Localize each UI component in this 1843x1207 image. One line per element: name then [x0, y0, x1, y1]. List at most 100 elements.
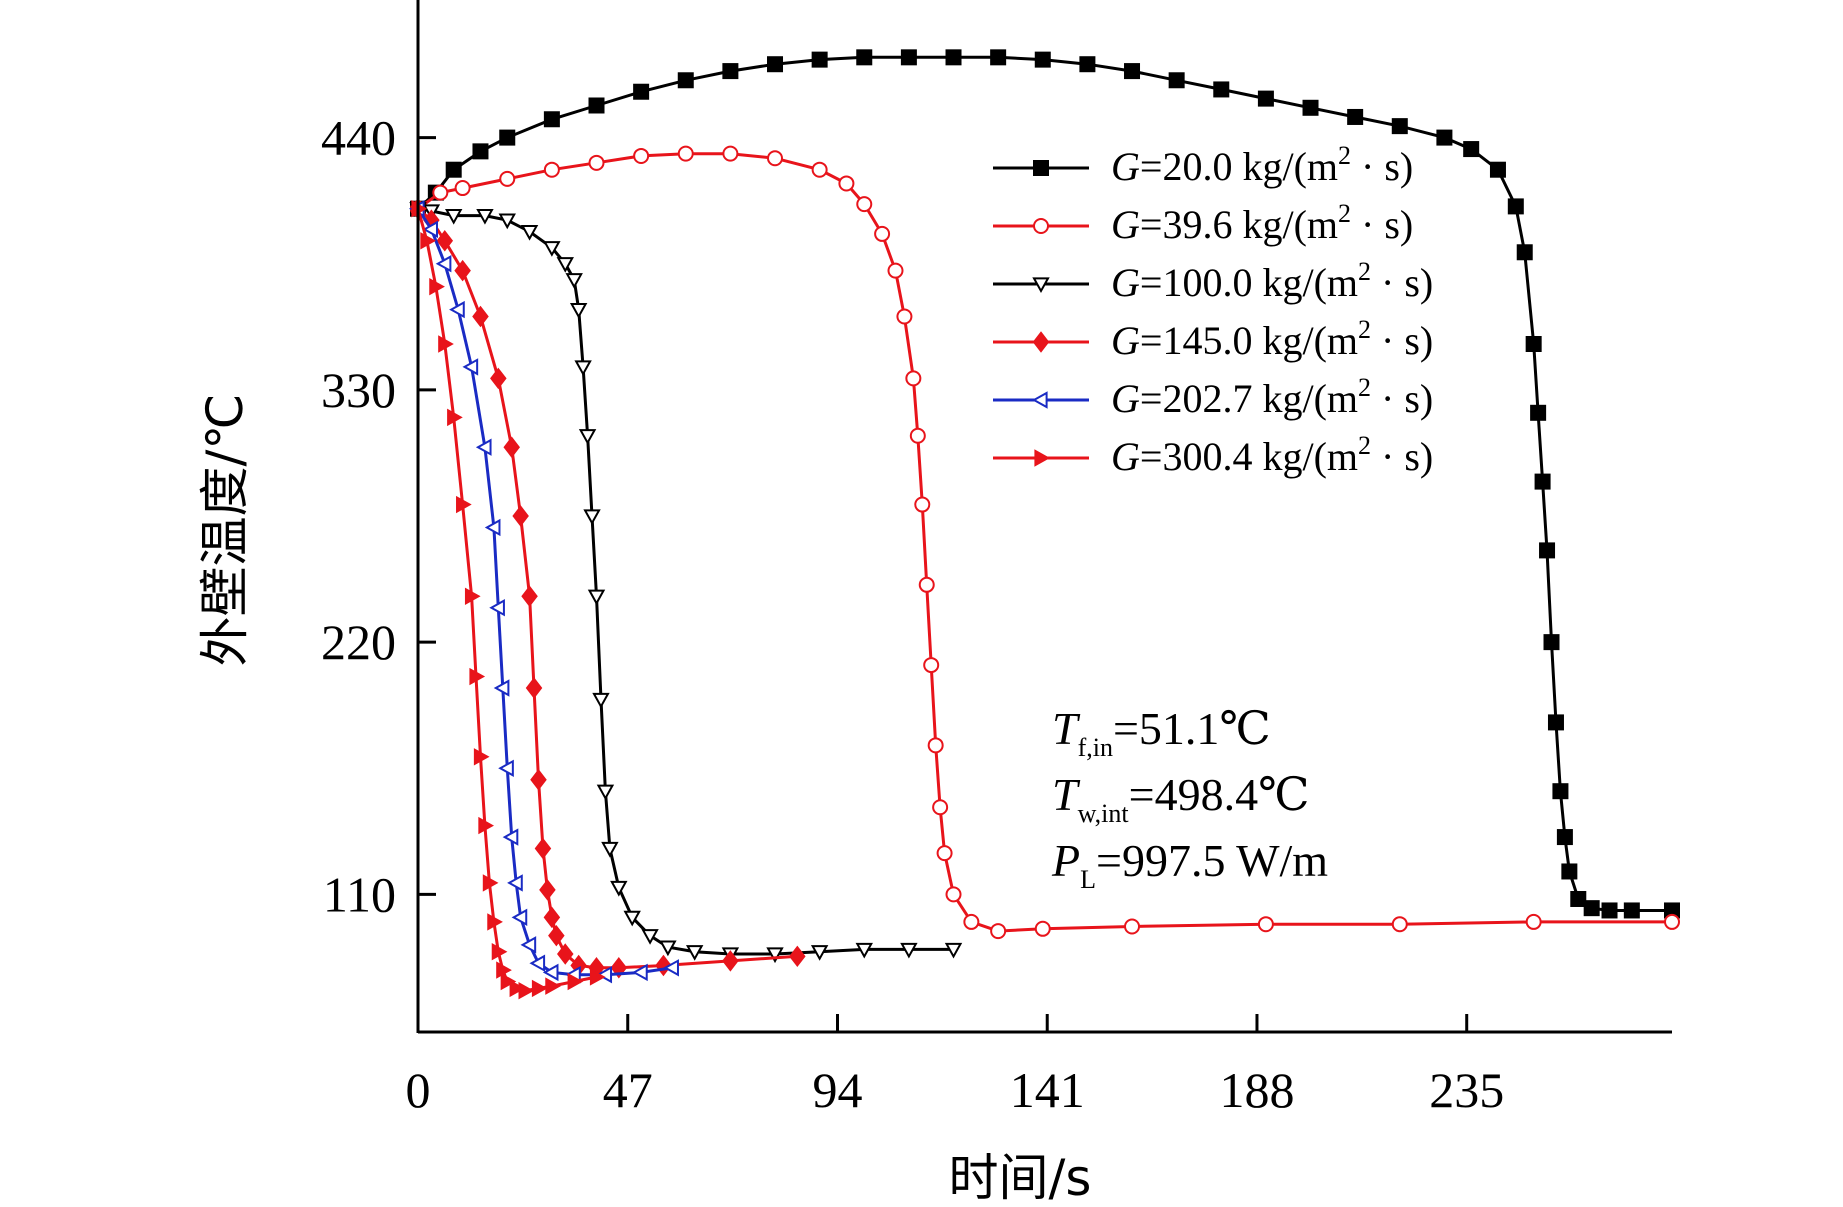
annotation-text: Tf,in=51.1℃ [1052, 703, 1271, 762]
data-point [472, 305, 489, 328]
data-point [489, 599, 505, 617]
data-point [1623, 902, 1640, 919]
data-point [1534, 473, 1551, 490]
data-point [990, 923, 1007, 940]
data-point [531, 979, 548, 998]
data-point [454, 180, 471, 197]
legend-label: G=20.0 kg/(m2 · s) [1111, 141, 1413, 189]
data-point [545, 977, 561, 995]
plot-area [408, 49, 1680, 1000]
data-point [1525, 913, 1542, 930]
data-point [542, 963, 559, 982]
data-point [454, 259, 471, 282]
data-point [945, 886, 962, 903]
data-point [677, 72, 694, 89]
data-point [436, 230, 454, 252]
data-point [500, 972, 517, 991]
data-point [588, 154, 605, 171]
series-1 [410, 145, 1680, 940]
data-point [557, 943, 574, 965]
data-point [1547, 714, 1564, 731]
data-point [548, 924, 565, 947]
y-tick-label: 110 [323, 866, 396, 922]
data-point [1507, 198, 1524, 215]
data-point [1601, 902, 1618, 919]
data-point [1570, 890, 1587, 907]
data-point [887, 262, 904, 279]
series-line [417, 207, 798, 970]
data-point [927, 737, 944, 754]
data-point [722, 145, 739, 162]
legend-entry: G=145.0 kg/(m2 · s) [993, 315, 1433, 363]
data-point [1539, 542, 1556, 559]
y-axis-title: 外壁温度/℃ [196, 394, 254, 667]
data-point [1124, 918, 1141, 935]
x-tick-label: 94 [812, 1062, 862, 1118]
data-point [767, 150, 784, 167]
data-point [1031, 391, 1048, 409]
data-point [567, 972, 584, 991]
data-point [932, 799, 949, 816]
y-tick-label: 330 [321, 362, 396, 418]
data-point [677, 145, 694, 162]
data-point [1033, 218, 1049, 234]
data-point [990, 49, 1007, 66]
data-point [487, 913, 503, 931]
y-tick-label: 440 [321, 110, 396, 166]
data-point [963, 913, 980, 930]
data-point [503, 436, 520, 458]
data-point [838, 175, 855, 192]
data-point [810, 945, 829, 961]
data-point [496, 961, 512, 979]
data-point [1034, 920, 1051, 937]
data-point [484, 518, 501, 537]
data-point [1257, 916, 1274, 933]
data-point [856, 196, 873, 213]
data-point [1168, 72, 1185, 89]
series-3 [409, 197, 806, 979]
data-point [1561, 863, 1578, 880]
data-point [596, 784, 615, 801]
data-point [905, 370, 922, 387]
data-point [464, 587, 481, 605]
x-tick-label: 47 [603, 1062, 653, 1118]
data-point [521, 585, 538, 608]
data-point [1032, 331, 1050, 353]
data-point [945, 49, 962, 66]
data-point [574, 360, 592, 376]
data-point [543, 161, 560, 178]
data-point [578, 429, 597, 445]
data-point [641, 929, 659, 945]
data-point [811, 161, 828, 178]
legend-label: G=300.4 kg/(m2 · s) [1111, 431, 1433, 479]
data-point [462, 358, 479, 376]
y-tick-label: 220 [321, 614, 396, 670]
data-point [543, 111, 560, 128]
data-point [633, 147, 650, 164]
legend-entry: G=20.0 kg/(m2 · s) [993, 141, 1413, 189]
data-point [918, 576, 935, 593]
data-point [1032, 277, 1050, 294]
data-point [685, 945, 704, 961]
data-point [596, 965, 613, 984]
data-point [478, 816, 494, 835]
data-point [1034, 449, 1051, 467]
data-point [493, 679, 510, 697]
series-5 [411, 199, 606, 1000]
data-point [429, 277, 445, 296]
data-point [1124, 63, 1141, 80]
data-point [874, 225, 891, 242]
data-point [856, 49, 873, 66]
data-point [490, 367, 507, 390]
data-point [445, 208, 463, 225]
data-point [766, 947, 784, 964]
data-point [569, 303, 588, 319]
data-point [498, 759, 514, 777]
data-point [1556, 829, 1573, 846]
data-point [438, 335, 454, 353]
data-point [491, 943, 508, 961]
data-point [1525, 336, 1542, 352]
legend-entry: G=100.0 kg/(m2 · s) [993, 257, 1433, 305]
data-point [633, 83, 650, 100]
